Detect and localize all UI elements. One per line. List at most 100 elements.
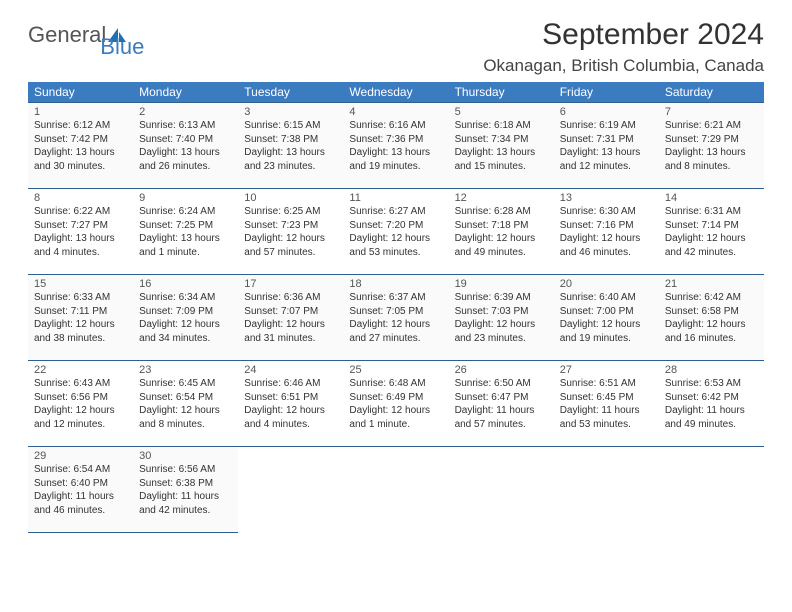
cell-line-d2: and 4 minutes. (244, 418, 337, 432)
logo: General Blue (28, 18, 172, 48)
cell-line-d1: Daylight: 12 hours (34, 318, 127, 332)
day-cell: 19Sunrise: 6:39 AMSunset: 7:03 PMDayligh… (449, 275, 554, 361)
cell-line-d2: and 57 minutes. (244, 246, 337, 260)
cell-line-d1: Daylight: 11 hours (560, 404, 653, 418)
logo-word-2: Blue (100, 34, 144, 60)
day-cell (659, 447, 764, 533)
cell-line-d2: and 34 minutes. (139, 332, 232, 346)
day-cell: 25Sunrise: 6:48 AMSunset: 6:49 PMDayligh… (343, 361, 448, 447)
cell-line-sr: Sunrise: 6:13 AM (139, 119, 232, 133)
day-number: 29 (34, 450, 127, 462)
day-cell: 20Sunrise: 6:40 AMSunset: 7:00 PMDayligh… (554, 275, 659, 361)
location-subtitle: Okanagan, British Columbia, Canada (483, 56, 764, 76)
cell-line-d1: Daylight: 12 hours (244, 318, 337, 332)
day-header: Sunday (28, 82, 133, 103)
cell-line-sr: Sunrise: 6:43 AM (34, 377, 127, 391)
cell-line-sr: Sunrise: 6:42 AM (665, 291, 758, 305)
week-row: 8Sunrise: 6:22 AMSunset: 7:27 PMDaylight… (28, 189, 764, 275)
cell-line-ss: Sunset: 7:40 PM (139, 133, 232, 147)
cell-line-sr: Sunrise: 6:54 AM (34, 463, 127, 477)
page-title: September 2024 (483, 18, 764, 52)
day-number: 2 (139, 106, 232, 118)
day-number: 16 (139, 278, 232, 290)
day-cell: 1Sunrise: 6:12 AMSunset: 7:42 PMDaylight… (28, 103, 133, 189)
cell-line-ss: Sunset: 7:27 PM (34, 219, 127, 233)
day-cell: 24Sunrise: 6:46 AMSunset: 6:51 PMDayligh… (238, 361, 343, 447)
cell-line-d1: Daylight: 13 hours (665, 146, 758, 160)
day-cell: 30Sunrise: 6:56 AMSunset: 6:38 PMDayligh… (133, 447, 238, 533)
cell-line-ss: Sunset: 6:38 PM (139, 477, 232, 491)
day-number: 28 (665, 364, 758, 376)
cell-line-ss: Sunset: 7:36 PM (349, 133, 442, 147)
cell-line-ss: Sunset: 6:40 PM (34, 477, 127, 491)
cell-line-ss: Sunset: 6:42 PM (665, 391, 758, 405)
title-block: September 2024 Okanagan, British Columbi… (483, 18, 764, 76)
day-number: 17 (244, 278, 337, 290)
cell-line-ss: Sunset: 7:20 PM (349, 219, 442, 233)
cell-line-d2: and 15 minutes. (455, 160, 548, 174)
day-number: 19 (455, 278, 548, 290)
day-number: 14 (665, 192, 758, 204)
day-cell: 2Sunrise: 6:13 AMSunset: 7:40 PMDaylight… (133, 103, 238, 189)
day-cell: 12Sunrise: 6:28 AMSunset: 7:18 PMDayligh… (449, 189, 554, 275)
cell-line-ss: Sunset: 7:05 PM (349, 305, 442, 319)
day-cell (449, 447, 554, 533)
day-number: 7 (665, 106, 758, 118)
cell-line-ss: Sunset: 7:23 PM (244, 219, 337, 233)
cell-line-ss: Sunset: 6:51 PM (244, 391, 337, 405)
cell-line-ss: Sunset: 7:00 PM (560, 305, 653, 319)
cell-line-sr: Sunrise: 6:19 AM (560, 119, 653, 133)
cell-line-ss: Sunset: 7:38 PM (244, 133, 337, 147)
cell-line-d2: and 53 minutes. (349, 246, 442, 260)
day-number: 8 (34, 192, 127, 204)
week-row: 22Sunrise: 6:43 AMSunset: 6:56 PMDayligh… (28, 361, 764, 447)
cell-line-ss: Sunset: 6:56 PM (34, 391, 127, 405)
cell-line-d1: Daylight: 12 hours (349, 318, 442, 332)
cell-line-d1: Daylight: 13 hours (34, 232, 127, 246)
cell-line-d1: Daylight: 11 hours (139, 490, 232, 504)
day-cell: 3Sunrise: 6:15 AMSunset: 7:38 PMDaylight… (238, 103, 343, 189)
cell-line-ss: Sunset: 7:29 PM (665, 133, 758, 147)
cell-line-d1: Daylight: 13 hours (139, 232, 232, 246)
cell-line-ss: Sunset: 7:25 PM (139, 219, 232, 233)
day-header-row: Sunday Monday Tuesday Wednesday Thursday… (28, 82, 764, 103)
day-cell: 26Sunrise: 6:50 AMSunset: 6:47 PMDayligh… (449, 361, 554, 447)
cell-line-d2: and 46 minutes. (34, 504, 127, 518)
day-number: 26 (455, 364, 548, 376)
day-number: 22 (34, 364, 127, 376)
cell-line-sr: Sunrise: 6:40 AM (560, 291, 653, 305)
cell-line-d2: and 49 minutes. (455, 246, 548, 260)
day-number: 11 (349, 192, 442, 204)
day-number: 24 (244, 364, 337, 376)
cell-line-d2: and 26 minutes. (139, 160, 232, 174)
cell-line-sr: Sunrise: 6:18 AM (455, 119, 548, 133)
day-cell: 15Sunrise: 6:33 AMSunset: 7:11 PMDayligh… (28, 275, 133, 361)
cell-line-ss: Sunset: 7:07 PM (244, 305, 337, 319)
day-cell: 5Sunrise: 6:18 AMSunset: 7:34 PMDaylight… (449, 103, 554, 189)
cell-line-sr: Sunrise: 6:39 AM (455, 291, 548, 305)
cell-line-sr: Sunrise: 6:34 AM (139, 291, 232, 305)
cell-line-d2: and 19 minutes. (349, 160, 442, 174)
cell-line-d2: and 12 minutes. (560, 160, 653, 174)
day-number: 10 (244, 192, 337, 204)
cell-line-d2: and 49 minutes. (665, 418, 758, 432)
day-cell: 13Sunrise: 6:30 AMSunset: 7:16 PMDayligh… (554, 189, 659, 275)
cell-line-d2: and 4 minutes. (34, 246, 127, 260)
cell-line-d1: Daylight: 12 hours (34, 404, 127, 418)
cell-line-d1: Daylight: 12 hours (139, 318, 232, 332)
day-cell: 11Sunrise: 6:27 AMSunset: 7:20 PMDayligh… (343, 189, 448, 275)
cell-line-d2: and 16 minutes. (665, 332, 758, 346)
day-cell: 9Sunrise: 6:24 AMSunset: 7:25 PMDaylight… (133, 189, 238, 275)
day-cell (238, 447, 343, 533)
day-cell: 21Sunrise: 6:42 AMSunset: 6:58 PMDayligh… (659, 275, 764, 361)
cell-line-d2: and 27 minutes. (349, 332, 442, 346)
cell-line-ss: Sunset: 7:03 PM (455, 305, 548, 319)
cell-line-d1: Daylight: 13 hours (244, 146, 337, 160)
cell-line-sr: Sunrise: 6:56 AM (139, 463, 232, 477)
cell-line-sr: Sunrise: 6:12 AM (34, 119, 127, 133)
day-cell (343, 447, 448, 533)
day-number: 21 (665, 278, 758, 290)
cell-line-sr: Sunrise: 6:24 AM (139, 205, 232, 219)
cell-line-sr: Sunrise: 6:30 AM (560, 205, 653, 219)
cell-line-sr: Sunrise: 6:37 AM (349, 291, 442, 305)
